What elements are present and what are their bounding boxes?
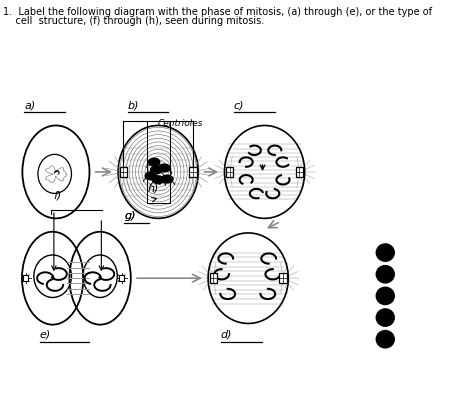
Text: g): g) [124, 211, 136, 221]
Circle shape [376, 244, 394, 261]
Text: f): f) [53, 191, 61, 201]
FancyBboxPatch shape [190, 167, 197, 177]
Text: e): e) [39, 330, 51, 340]
Text: a): a) [25, 100, 36, 110]
Circle shape [376, 265, 394, 283]
Text: d): d) [221, 330, 232, 340]
Circle shape [376, 309, 394, 326]
Text: Centrioles: Centrioles [158, 119, 203, 128]
Circle shape [376, 287, 394, 305]
FancyBboxPatch shape [226, 167, 233, 177]
Polygon shape [148, 158, 160, 166]
Text: b): b) [128, 100, 139, 110]
FancyBboxPatch shape [296, 167, 303, 177]
Polygon shape [162, 175, 173, 183]
Polygon shape [151, 166, 162, 174]
Text: g): g) [124, 211, 136, 221]
FancyBboxPatch shape [279, 273, 287, 283]
Text: c): c) [234, 100, 245, 110]
Text: cell  structure, (f) through (h), seen during mitosis.: cell structure, (f) through (h), seen du… [3, 17, 264, 26]
Polygon shape [153, 176, 164, 184]
FancyBboxPatch shape [119, 275, 124, 281]
Polygon shape [145, 172, 156, 180]
FancyBboxPatch shape [119, 167, 127, 177]
FancyBboxPatch shape [210, 273, 217, 283]
Text: h): h) [148, 184, 159, 194]
FancyBboxPatch shape [23, 275, 28, 281]
Polygon shape [159, 164, 170, 172]
Circle shape [376, 331, 394, 348]
Text: 1.  Label the following diagram with the phase of mitosis, (a) through (e), or t: 1. Label the following diagram with the … [3, 7, 432, 17]
